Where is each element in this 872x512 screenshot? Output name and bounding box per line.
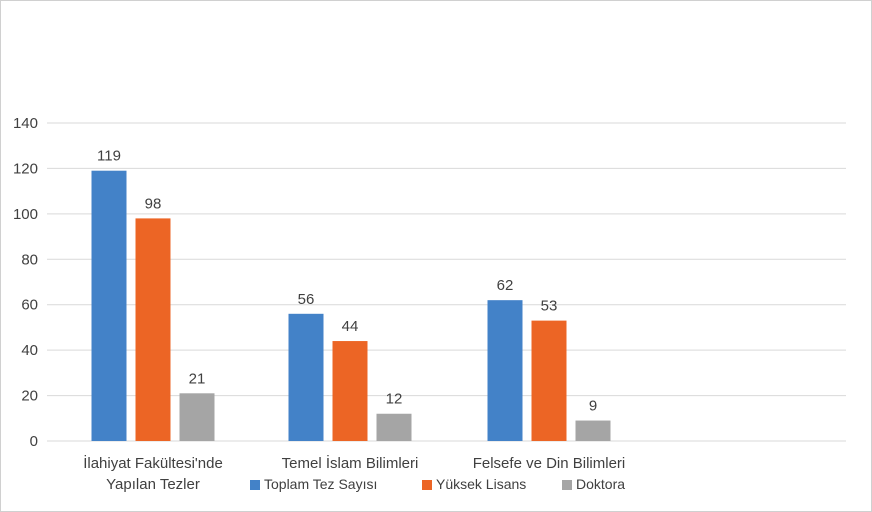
bar	[487, 300, 523, 441]
data-label: 62	[497, 277, 514, 294]
bar	[531, 320, 567, 441]
data-labels: 119 56 62 98 44 53 21 12 9	[97, 148, 597, 415]
bar	[179, 393, 215, 441]
data-label: 119	[97, 148, 121, 165]
y-tick-label: 80	[21, 251, 38, 268]
y-tick-label: 140	[13, 115, 38, 132]
legend: Toplam Tez Sayısı Yüksek Lisans Doktora	[250, 476, 625, 492]
x-category-label: İlahiyat Fakültesi'nde	[83, 454, 223, 472]
bar	[288, 313, 324, 441]
x-axis-categories: İlahiyat Fakültesi'nde Yapılan Tezler Teme…	[83, 454, 625, 493]
bar	[575, 420, 611, 441]
bar	[91, 170, 127, 441]
data-label: 53	[541, 298, 558, 315]
legend-label: Toplam Tez Sayısı	[264, 476, 377, 492]
bars	[91, 170, 611, 441]
x-category-label: Felsefe ve Din Bilimleri	[473, 455, 626, 472]
data-label: 9	[589, 398, 597, 415]
x-category-label: Temel İslam Bilimleri	[282, 454, 419, 472]
y-tick-label: 40	[21, 342, 38, 359]
bar	[376, 413, 412, 441]
data-label: 12	[386, 391, 403, 408]
y-tick-label: 100	[13, 206, 38, 223]
x-category-label: Yapılan Tezler	[106, 476, 200, 493]
data-label: 56	[298, 291, 315, 308]
y-tick-label: 0	[30, 433, 38, 450]
bar	[332, 341, 368, 441]
legend-swatch	[250, 480, 260, 490]
y-tick-label: 20	[21, 388, 38, 405]
legend-swatch	[422, 480, 432, 490]
y-tick-label: 60	[21, 297, 38, 314]
y-tick-label: 120	[13, 160, 38, 177]
data-label: 21	[189, 370, 206, 387]
data-label: 44	[342, 318, 359, 335]
y-axis-ticks: 0 20 40 60 80 100 120 140	[13, 115, 38, 450]
legend-label: Doktora	[576, 476, 625, 492]
bar	[135, 218, 171, 441]
legend-label: Yüksek Lisans	[436, 476, 526, 492]
data-label: 98	[145, 195, 162, 212]
legend-swatch	[562, 480, 572, 490]
